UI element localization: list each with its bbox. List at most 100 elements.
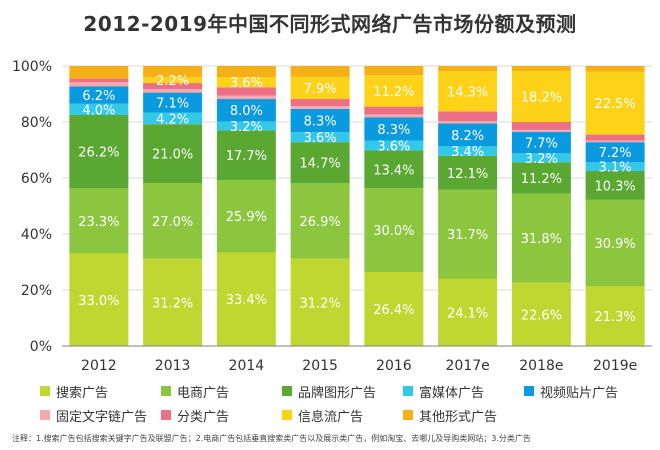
data-label: 3.2% (230, 120, 263, 135)
bar-segment (585, 162, 645, 171)
bar-segment (511, 129, 571, 132)
legend-item: 分类广告 (161, 407, 282, 425)
bar-segment (438, 71, 498, 112)
data-label: 33.0% (78, 294, 119, 309)
x-tick-label: 2014 (229, 358, 265, 374)
bar-segment (216, 87, 276, 96)
data-label: 2.2% (156, 74, 189, 89)
data-label: 26.9% (299, 215, 340, 230)
x-axis-tick-labels: 2012 2013 2014 2015 2016 2017e 2018e 2019e (81, 358, 637, 374)
bar-segment (438, 278, 498, 346)
bar-segment (511, 193, 571, 283)
data-label: 4.0% (82, 103, 115, 118)
bar-segment (216, 77, 276, 88)
data-label: 3.4% (451, 145, 484, 160)
bar-segment (290, 99, 350, 107)
data-label: 8.0% (230, 104, 263, 119)
y-tick-label: 20% (21, 283, 52, 299)
y-tick-label: 60% (21, 171, 52, 187)
legend-label: 其他形式广告 (419, 409, 498, 425)
bar-segment (585, 134, 645, 141)
data-label: 7.1% (156, 97, 189, 112)
bar-segment (69, 253, 129, 346)
bar-segment (216, 121, 276, 131)
bar-segment (511, 122, 571, 130)
legend-swatch (524, 386, 534, 396)
data-label: 21.0% (152, 148, 193, 163)
data-label: 25.9% (226, 210, 267, 225)
bar-segment (216, 99, 276, 122)
bar-segment (69, 66, 129, 79)
data-label: 14.7% (299, 157, 340, 172)
y-axis-tick-labels: 0% 20% 40% 60% 80% 100% (12, 59, 52, 355)
bar-segment (69, 188, 129, 254)
data-label: 3.6% (304, 131, 337, 146)
data-label: 33.4% (226, 293, 267, 308)
data-label: 14.3% (447, 85, 488, 100)
legend-item: 电商广告 (161, 383, 282, 401)
data-label: 31.7% (447, 228, 488, 243)
legend-label: 信息流广告 (298, 409, 364, 425)
data-label: 31.2% (299, 296, 340, 311)
data-label: 11.2% (521, 172, 562, 187)
legend-swatch (403, 386, 413, 396)
x-tick-label: 2019e (593, 358, 637, 374)
data-label: 3.1% (599, 161, 632, 176)
data-label: 12.1% (447, 167, 488, 182)
x-tick-label: 2013 (155, 358, 191, 374)
data-label: 26.2% (78, 146, 119, 161)
y-tick-label: 40% (21, 227, 52, 243)
bar-segment (143, 124, 203, 184)
bar-segment (438, 155, 498, 190)
legend-item: 富媒体广告 (403, 383, 524, 401)
bar-segment (216, 252, 276, 346)
y-tick-label: 0% (30, 339, 52, 355)
bar-segment (364, 106, 424, 115)
y-tick-label: 80% (21, 115, 52, 131)
bar-segment (216, 66, 276, 78)
bar-segment (511, 282, 571, 346)
bars (69, 66, 645, 346)
legend-swatch (161, 386, 171, 396)
data-label: 7.2% (599, 146, 632, 161)
data-label: 30.0% (373, 224, 414, 239)
bar-segment (143, 76, 203, 84)
bar-segment (290, 108, 350, 133)
data-label: 3.6% (377, 140, 410, 155)
bar-segment (216, 95, 276, 100)
bar-segment (69, 115, 129, 189)
bar-segment (143, 92, 203, 113)
data-label: 24.1% (447, 306, 488, 321)
bar-segment (438, 146, 498, 156)
data-label: 21.3% (594, 310, 635, 325)
bar-segment (69, 82, 129, 87)
legend: 搜索广告 电商广告 品牌图形广告 富媒体广告 视频贴片广告 固定文字链广告 分类广告 信息流广… (40, 383, 660, 425)
data-label: 10.3% (594, 179, 635, 194)
bar-segment (585, 66, 645, 72)
bar-segment (216, 130, 276, 180)
bar-segment (511, 66, 571, 72)
bar-segment (438, 111, 498, 122)
footnote: 注释：1.搜索广告包括搜索关键字广告及联盟广告；2.电商广告包括垂直搜索类广告以… (12, 434, 531, 443)
bar-segment (585, 171, 645, 200)
stacked-bar-chart: 0% 20% 40% 60% 80% 100% 33.0% 23.3% 26.2% 4.0%6.… (12, 59, 652, 374)
legend-item: 视频贴片广告 (524, 383, 645, 401)
legend-label: 电商广告 (177, 385, 230, 401)
bar-segment (585, 71, 645, 135)
bar-segment (143, 66, 203, 77)
bar-segment (364, 150, 424, 189)
x-tick-label: 2016 (376, 358, 412, 374)
bar-segment (585, 142, 645, 163)
chart-title: 2012-2019年中国不同形式网络广告市场份额及预测 (83, 12, 577, 36)
bar-segment (290, 132, 350, 143)
legend-item: 信息流广告 (282, 407, 403, 425)
data-label: 31.2% (152, 296, 193, 311)
legend-swatch (403, 410, 413, 420)
bar-segment (290, 66, 350, 77)
data-label: 3.6% (230, 76, 263, 91)
x-tick-label: 2015 (302, 358, 338, 374)
legend-label: 品牌图形广告 (298, 385, 377, 401)
bar-segment (364, 140, 424, 151)
bar-segment (511, 131, 571, 154)
bar-segment (69, 103, 129, 115)
